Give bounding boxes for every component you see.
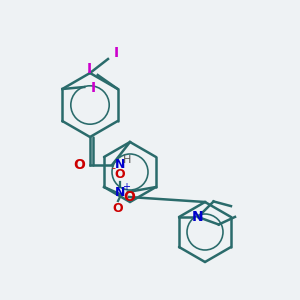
Text: O: O (123, 190, 135, 204)
Text: -: - (111, 163, 115, 173)
Text: N: N (115, 185, 125, 199)
Text: I: I (91, 81, 96, 95)
Text: I: I (87, 62, 92, 76)
Text: H: H (123, 155, 131, 165)
Text: +: + (122, 182, 130, 192)
Text: O: O (73, 158, 85, 172)
Text: O: O (113, 202, 123, 215)
Text: O: O (115, 167, 125, 181)
Text: I: I (113, 46, 119, 60)
Text: N: N (192, 210, 204, 224)
Text: N: N (115, 158, 125, 170)
